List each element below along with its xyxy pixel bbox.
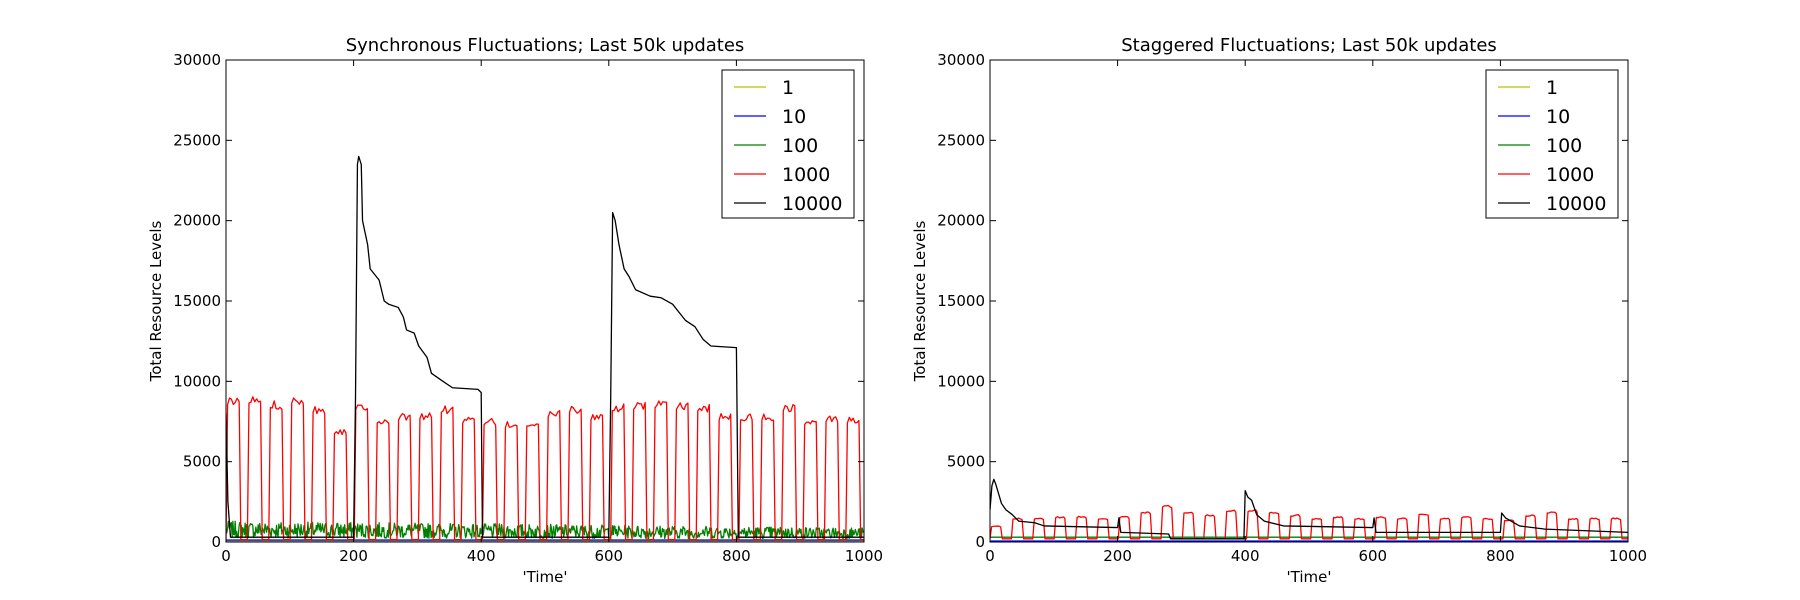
y-tick-label: 5000 bbox=[947, 453, 985, 471]
x-tick-label: 600 bbox=[594, 547, 623, 565]
legend-label-10000: 10000 bbox=[1546, 193, 1606, 215]
y-tick-label: 25000 bbox=[937, 131, 985, 149]
legend-label-100: 100 bbox=[782, 135, 818, 157]
x-tick-label: 400 bbox=[1231, 547, 1260, 565]
y-axis-label: Total Resource Levels bbox=[147, 220, 165, 382]
y-tick-label: 15000 bbox=[173, 292, 221, 310]
y-tick-label: 10000 bbox=[173, 372, 221, 390]
y-tick-label: 15000 bbox=[937, 292, 985, 310]
y-tick-label: 30000 bbox=[937, 51, 985, 69]
y-tick-label: 20000 bbox=[173, 212, 221, 230]
x-axis-label: 'Time' bbox=[523, 568, 568, 586]
y-tick-label: 20000 bbox=[937, 212, 985, 230]
legend-label-10: 10 bbox=[782, 106, 806, 128]
series-line-1000 bbox=[990, 504, 1628, 540]
legend-label-1: 1 bbox=[1546, 77, 1558, 99]
series-line-100 bbox=[226, 520, 864, 540]
legend: 1 10 100 1000 10000 bbox=[1485, 69, 1619, 219]
series-line-10000 bbox=[226, 155, 864, 538]
x-tick-label: 1000 bbox=[845, 547, 883, 565]
x-tick-label: 800 bbox=[1486, 547, 1515, 565]
series-line-1000 bbox=[226, 396, 864, 541]
legend-label-1: 1 bbox=[782, 77, 794, 99]
x-tick-label: 200 bbox=[1103, 547, 1132, 565]
x-axis-label: 'Time' bbox=[1287, 568, 1332, 586]
legend-label-10: 10 bbox=[1546, 106, 1570, 128]
legend-label-1000: 1000 bbox=[1546, 164, 1594, 186]
plot-area bbox=[990, 478, 1628, 542]
chart-synchronous-fluctuations: 0 200 400 600 800 100005000100001500020000250… bbox=[147, 35, 883, 586]
legend-frame bbox=[1485, 69, 1619, 219]
chart-title: Staggered Fluctuations; Last 50k updates bbox=[1121, 35, 1497, 56]
x-tick-label: 600 bbox=[1358, 547, 1387, 565]
y-tick-label: 10000 bbox=[937, 372, 985, 390]
y-axis-label: Total Resource Levels bbox=[911, 220, 929, 382]
legend-label-10000: 10000 bbox=[782, 193, 842, 215]
y-tick-label: 5000 bbox=[183, 453, 221, 471]
x-tick-label: 0 bbox=[985, 547, 995, 565]
x-tick-label: 0 bbox=[221, 547, 231, 565]
chart-staggered-fluctuations: 0 200 400 600 800 100005000100001500020000250… bbox=[911, 35, 1647, 586]
legend: 1 10 100 1000 10000 bbox=[721, 69, 855, 219]
series-line-10000 bbox=[990, 478, 1628, 540]
x-tick-label: 1000 bbox=[1609, 547, 1647, 565]
y-tick-label: 25000 bbox=[173, 131, 221, 149]
chart-title: Synchronous Fluctuations; Last 50k updat… bbox=[346, 35, 745, 56]
legend-label-1000: 1000 bbox=[782, 164, 830, 186]
legend-label-100: 100 bbox=[1546, 135, 1582, 157]
legend-frame bbox=[721, 69, 855, 219]
x-tick-label: 200 bbox=[339, 547, 368, 565]
y-tick-label: 30000 bbox=[173, 51, 221, 69]
y-tick-label: 0 bbox=[211, 533, 221, 551]
y-tick-label: 0 bbox=[975, 533, 985, 551]
x-tick-label: 400 bbox=[467, 547, 496, 565]
x-tick-label: 800 bbox=[722, 547, 751, 565]
